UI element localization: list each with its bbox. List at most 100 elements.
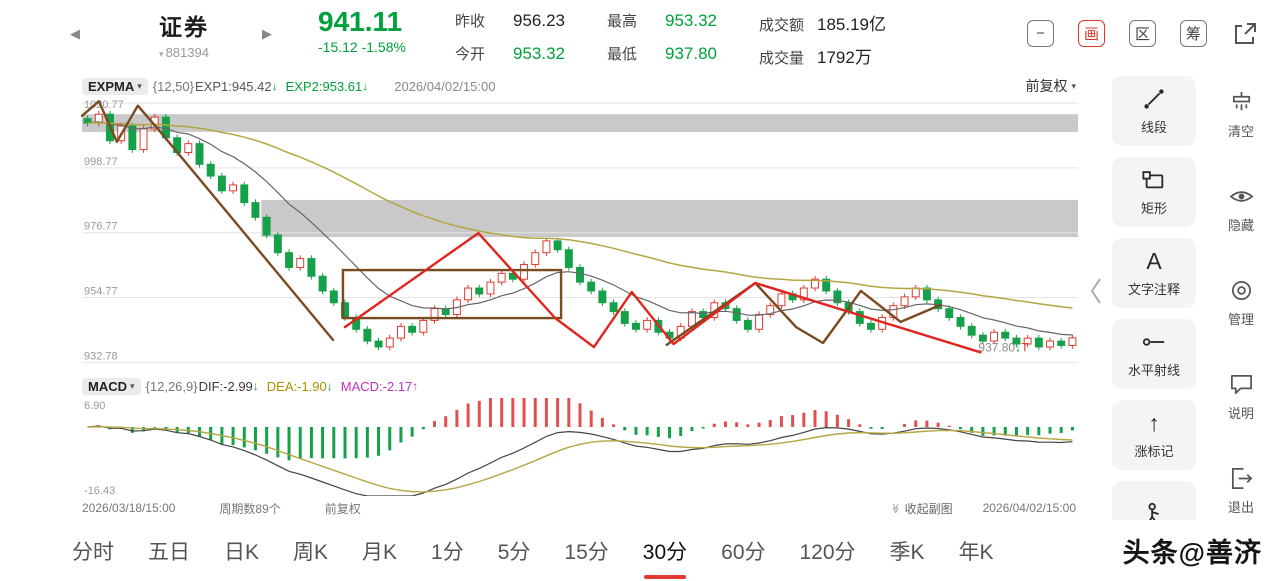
svg-text:-16.43: -16.43 (84, 485, 115, 496)
tab-120min[interactable]: 120分 (799, 540, 856, 564)
chips-button[interactable]: 筹 (1180, 20, 1207, 47)
tab-wuri[interactable]: 五日 (148, 540, 190, 564)
horizontal-ray-icon (1142, 338, 1165, 346)
crosshair-datetime: 2026/04/02/15:00 (394, 78, 496, 94)
chevron-down-icon: ▾ (137, 80, 142, 91)
expma-indicator-selector[interactable]: EXPMA ▾ (82, 77, 148, 95)
tab-fenshi[interactable]: 分时 (72, 540, 114, 564)
range-end-time: 2026/04/02/15:00 (982, 501, 1076, 515)
stat-low: 最低 937.80 (607, 43, 717, 68)
stock-code-row: ▾ 881394 (118, 45, 250, 60)
chart-panel: EXPMA ▾ {12,50} EXP1:945.42 ↓ EXP2:953.61 ↓… (80, 68, 1080, 520)
chart-info-bar: 2026/03/18/15:00 周期数89个 前复权 ≫ 收起副图 2026/0… (80, 498, 1080, 518)
svg-text:6.90: 6.90 (84, 400, 105, 412)
tab-5min[interactable]: 5分 (497, 540, 531, 564)
exit-draw-mode-button[interactable]: 退出 (1204, 466, 1278, 516)
tool-horizontal-ray[interactable]: 水平射线 (1112, 319, 1196, 389)
tool-rise-mark[interactable]: ↑ 涨标记 (1112, 400, 1196, 470)
svg-text:937.80↓T: 937.80↓T (978, 340, 1029, 354)
tool-text-annotation[interactable]: A 文字注释 (1112, 238, 1196, 308)
action-label: 退出 (1227, 500, 1254, 515)
exit-icon (1231, 468, 1252, 489)
chevron-left-icon (1090, 278, 1101, 304)
stat-turnover: 成交额 185.19亿 (759, 10, 886, 35)
hide-drawings-button[interactable]: 隐藏 (1204, 184, 1278, 234)
stat-label: 成交额 (759, 17, 805, 34)
speech-bubble-icon (1230, 374, 1252, 395)
stock-title-block[interactable]: 证券 ▾ 881394 (118, 8, 250, 60)
tool-person-mark[interactable] (1112, 481, 1196, 520)
macd-indicator-selector[interactable]: MACD ▾ (82, 377, 141, 395)
person-icon (1148, 502, 1159, 520)
macd-indicator-bar: MACD ▾ {12,26,9} DIF:-2.99 ↓ DEA:-1.90 ↓ MA… (80, 374, 1080, 398)
draw-tools-button[interactable]: 画 (1078, 20, 1105, 47)
price-change: -15.12 -1.58% (318, 39, 406, 55)
stat-volume: 成交量 1792万 (759, 43, 886, 68)
chevron-down-icon: ▾ (159, 49, 164, 59)
price-block: 941.11 -15.12 -1.58% (318, 6, 406, 56)
current-price: 941.11 (318, 6, 403, 37)
tool-label: 文字注释 (1127, 282, 1180, 297)
svg-text:998.77: 998.77 (84, 156, 118, 168)
minus-icon: − (1036, 25, 1045, 42)
export-icon (1234, 22, 1256, 44)
tab-30min[interactable]: 30分 (643, 536, 687, 566)
export-button[interactable] (1231, 20, 1258, 47)
tab-quarterly[interactable]: 季K (889, 540, 925, 564)
manage-icon (1231, 280, 1251, 301)
clear-icon (1232, 91, 1250, 111)
tab-1min[interactable]: 1分 (431, 540, 464, 564)
tab-monthly[interactable]: 月K (362, 540, 398, 564)
eye-icon (1229, 191, 1253, 202)
adjust-label: 前复权 (1025, 78, 1068, 94)
tool-rectangle[interactable]: 矩形 (1112, 157, 1196, 227)
stat-open: 今开 953.32 (455, 43, 565, 68)
stat-label: 最高 (607, 13, 638, 30)
prev-stock-arrow[interactable]: ◀ (70, 26, 80, 41)
tab-weekly[interactable]: 周K (293, 540, 329, 564)
stat-label: 最低 (607, 46, 638, 63)
stat-value: 185.19亿 (817, 15, 886, 34)
stat-value: 953.32 (665, 11, 717, 30)
next-stock-arrow[interactable]: ▶ (262, 26, 272, 41)
stat-label: 成交量 (759, 50, 805, 67)
tool-line-segment[interactable]: 线段 (1112, 76, 1196, 146)
up-arrow-icon: ↑ (1148, 410, 1160, 436)
collapse-subchart-button[interactable]: ≫ 收起副图 (890, 500, 953, 517)
draw-tools-panel: 线段 矩形 A 文字注释 水平射线 ↑ 涨标记 (1112, 76, 1198, 520)
chips-icon: 筹 (1185, 26, 1201, 43)
action-label: 清空 (1227, 124, 1254, 139)
range-icon: 区 (1134, 26, 1150, 43)
range-stats-button[interactable]: 区 (1129, 20, 1156, 47)
macd-value: MACD:-2.17 (340, 378, 413, 394)
down-arrow-icon: ↓ (271, 79, 278, 93)
tab-daily[interactable]: 日K (224, 540, 260, 564)
minimize-indicator-button[interactable]: − (1027, 20, 1054, 47)
help-button[interactable]: 说明 (1204, 372, 1278, 422)
tool-label: 水平射线 (1127, 363, 1180, 378)
price-chart[interactable]: 1020.77 998.77 976.77 954.77 932.78 937.80↓T (80, 98, 1080, 372)
collapse-toolbar-chevron[interactable] (1090, 276, 1102, 311)
clear-drawings-button[interactable]: 清空 (1204, 90, 1278, 140)
tab-yearly[interactable]: 年K (958, 540, 994, 564)
action-label: 说明 (1227, 406, 1254, 421)
stock-code: 881394 (165, 45, 209, 60)
tab-60min[interactable]: 60分 (721, 540, 766, 564)
manage-drawings-button[interactable]: 管理 (1204, 278, 1278, 328)
text-annotation-icon: A (1146, 248, 1162, 274)
svg-text:932.78: 932.78 (84, 350, 118, 362)
draw-icon: 画 (1083, 26, 1099, 43)
svg-text:954.77: 954.77 (84, 286, 118, 298)
down-arrow-icon: ↓ (326, 379, 333, 393)
stat-label: 昨收 (455, 13, 486, 30)
period-tab-bar: 分时 五日 日K 周K 月K 1分 5分 15分 30分 60分 120分 季K… (0, 520, 1015, 581)
stat-label: 今开 (455, 46, 486, 63)
header: ◀ 证券 ▾ 881394 ▶ 941.11 -15.12 -1.58% 昨收 9… (0, 0, 1278, 68)
stat-prev-close: 昨收 956.23 (455, 10, 565, 35)
tool-label: 涨标记 (1134, 444, 1174, 459)
macd-chart[interactable]: 6.90 -16.43 (80, 398, 1080, 496)
tab-15min[interactable]: 15分 (564, 540, 609, 564)
adjust-mode-selector[interactable]: 前复权 ▾ (1025, 76, 1080, 96)
watermark: 头条@善济 (1122, 538, 1262, 568)
stat-value: 953.32 (513, 44, 565, 63)
